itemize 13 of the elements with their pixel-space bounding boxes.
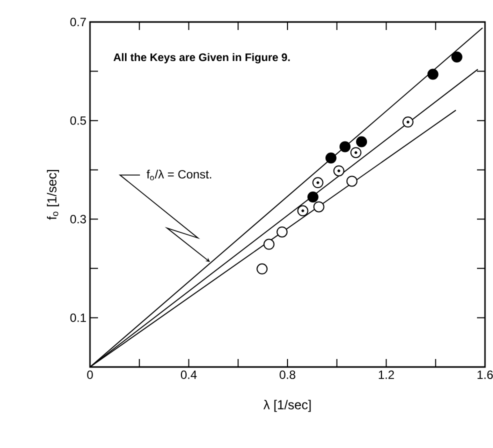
y-tick-label: 0.3 <box>70 214 86 224</box>
x-axis-title: λ [1/sec] <box>263 400 311 412</box>
y-axis-title: f$_{o}$ [1/sec] <box>46 170 60 220</box>
x-tick-label: 0.4 <box>180 370 197 379</box>
annotation: f$_{o}$/λ = Const. <box>146 170 212 180</box>
x-tick-label: 0.8 <box>280 370 296 379</box>
x-tick-label: 1.2 <box>378 370 394 379</box>
y-tick-label: 0.1 <box>70 313 86 322</box>
x-tick-label: 1.6 <box>478 370 493 379</box>
y-tick-label: 0.5 <box>70 116 86 125</box>
x-tick-label: 0 <box>87 370 93 379</box>
annotation: All the Keys are Given in Figure 9. <box>114 53 290 64</box>
y-tick-label: 0.7 <box>70 18 86 26</box>
